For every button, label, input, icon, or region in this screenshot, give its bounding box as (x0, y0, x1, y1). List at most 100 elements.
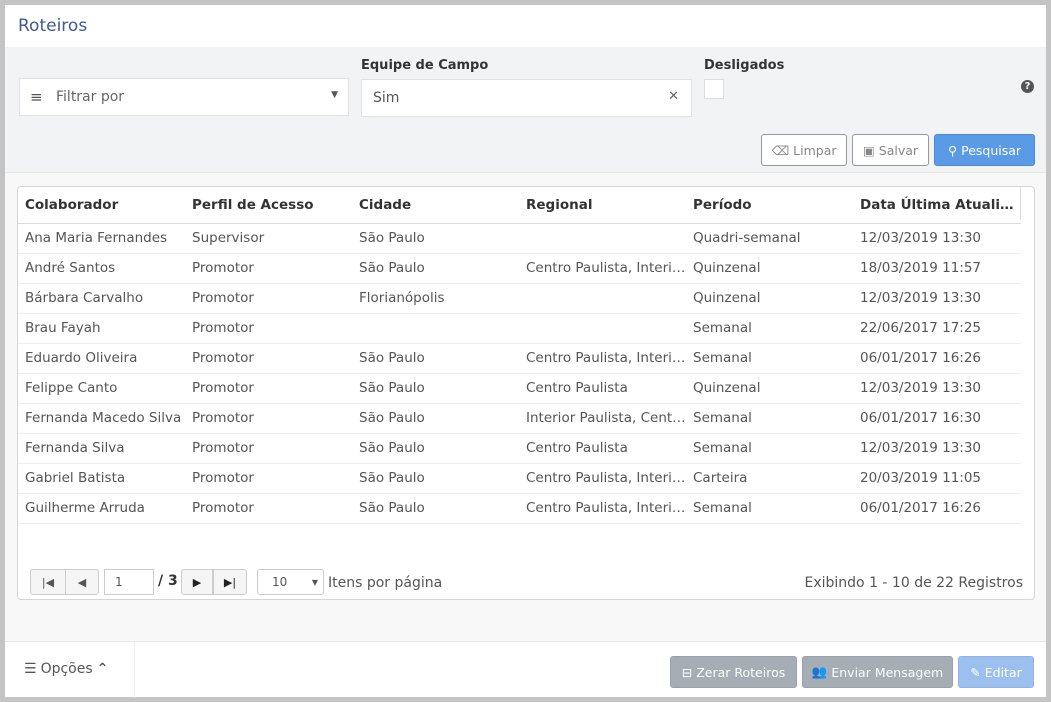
options-toggle[interactable]: ☰ Opções ⌃ (24, 661, 108, 677)
table-cell: Semanal (686, 403, 853, 434)
table-cell: Centro Paulista (519, 373, 686, 404)
equipe-value: Sim (373, 90, 400, 106)
page-total: / 3 (158, 573, 178, 589)
table-cell: Promotor (185, 433, 352, 464)
table-cell: Promotor (185, 373, 352, 404)
clear-label: Limpar (793, 142, 837, 158)
table-cell: 12/03/2019 13:30 (853, 223, 1021, 254)
results-table: Colaborador Perfil de Acesso Cidade Regiona… (18, 187, 1021, 524)
table-cell: Centro Paulista, Interior Paulista (519, 493, 686, 524)
records-summary: Exibindo 1 - 10 de 22 Registros (804, 575, 1024, 591)
table-cell: Semanal (686, 313, 853, 344)
list-icon: ☰ (24, 661, 37, 677)
table-header-row: Colaborador Perfil de Acesso Cidade Regiona… (18, 187, 1021, 224)
filter-panel: ≡ Filtrar por ▼ Equipe de Campo Sim ✕ De… (5, 47, 1046, 173)
equipe-label: Equipe de Campo (361, 58, 489, 73)
table-row[interactable]: Eduardo Oliveira Promotor São Paulo Centro … (18, 343, 1021, 374)
first-page-button[interactable]: |◀ (30, 569, 66, 595)
table-row[interactable]: Brau Fayah Promotor Semanal 22/06/2017 17:2… (18, 313, 1021, 344)
scrollbar-divider (1020, 187, 1021, 220)
column-header[interactable]: Data Última Atualiz... (853, 187, 1021, 224)
reset-routes-button[interactable]: ⊟ Zerar Roteiros (670, 656, 797, 688)
table-cell: Fernanda Silva (18, 433, 185, 464)
table-cell: Florianópolis (352, 283, 519, 314)
table-cell: Bárbara Carvalho (18, 283, 185, 314)
table-cell: Felippe Canto (18, 373, 185, 404)
table-cell: Promotor (185, 313, 352, 344)
search-button[interactable]: ⚲ Pesquisar (934, 134, 1035, 166)
table-cell: Eduardo Oliveira (18, 343, 185, 374)
filter-by-placeholder: Filtrar por (56, 89, 125, 105)
table-cell: 06/01/2017 16:26 (853, 343, 1021, 374)
table-cell (352, 313, 519, 344)
minus-square-icon: ⊟ (681, 664, 693, 680)
last-page-button[interactable]: ▶| (213, 569, 247, 595)
table-cell: Semanal (686, 433, 853, 464)
equipe-select[interactable]: Sim ✕ (361, 79, 692, 117)
table-row[interactable]: André Santos Promotor São Paulo Centro Paul… (18, 253, 1021, 284)
table-cell: 12/03/2019 13:30 (853, 283, 1021, 314)
table-cell: São Paulo (352, 223, 519, 254)
table-row[interactable]: Fernanda Silva Promotor São Paulo Centro Pa… (18, 433, 1021, 464)
table-cell (519, 313, 686, 344)
table-cell: André Santos (18, 253, 185, 284)
column-header[interactable]: Cidade (352, 187, 519, 224)
table-row[interactable]: Ana Maria Fernandes Supervisor São Paulo Qu… (18, 223, 1021, 254)
users-icon: 👥 (811, 664, 828, 679)
next-page-button[interactable]: ▶ (181, 569, 213, 595)
table-row[interactable]: Guilherme Arruda Promotor São Paulo Centro … (18, 493, 1021, 524)
filter-by-select[interactable]: ≡ Filtrar por ▼ (19, 78, 349, 116)
page: Roteiros ≡ Filtrar por ▼ Equipe de Campo… (5, 5, 1046, 698)
table-row[interactable]: Gabriel Batista Promotor São Paulo Centro P… (18, 463, 1021, 494)
chevron-down-icon: ▼ (331, 90, 338, 100)
table-cell: Promotor (185, 463, 352, 494)
save-button[interactable]: ▣ Salvar (852, 134, 929, 166)
table-cell: Quinzenal (686, 253, 853, 284)
table-cell: Quadri-semanal (686, 223, 853, 254)
table-cell: Promotor (185, 283, 352, 314)
table-cell: 06/01/2017 16:30 (853, 403, 1021, 434)
search-label: Pesquisar (961, 142, 1022, 158)
table-cell: São Paulo (352, 433, 519, 464)
page-title: Roteiros (18, 16, 88, 36)
send-label: Enviar Mensagem (831, 664, 944, 680)
help-icon[interactable]: ? (1021, 80, 1034, 93)
table-row[interactable]: Felippe Canto Promotor São Paulo Centro Pau… (18, 373, 1021, 404)
reset-label: Zerar Roteiros (696, 664, 786, 680)
edit-button[interactable]: ✎ Editar (958, 656, 1034, 688)
table-cell: Quinzenal (686, 283, 853, 314)
desligados-checkbox[interactable] (704, 79, 724, 99)
table-cell: São Paulo (352, 253, 519, 284)
table-row[interactable]: Bárbara Carvalho Promotor Florianópolis Qui… (18, 283, 1021, 314)
desligados-label: Desligados (704, 58, 785, 73)
results-table-card: Colaborador Perfil de Acesso Cidade Regiona… (17, 186, 1035, 600)
send-message-button[interactable]: 👥 Enviar Mensagem (802, 656, 953, 688)
per-page-label: Itens por página (328, 575, 443, 591)
table-cell: Centro Paulista, Interior Paulista (519, 463, 686, 494)
table-cell: São Paulo (352, 403, 519, 434)
table-cell: Promotor (185, 343, 352, 374)
table-cell (519, 283, 686, 314)
column-header[interactable]: Período (686, 187, 853, 224)
clear-button[interactable]: ⌫ Limpar (761, 134, 847, 166)
clear-icon[interactable]: ✕ (668, 89, 679, 104)
table-cell: Brau Fayah (18, 313, 185, 344)
column-header[interactable]: Regional (519, 187, 686, 224)
prev-page-button[interactable]: ◀ (65, 569, 99, 595)
table-cell: 06/01/2017 16:26 (853, 493, 1021, 524)
page-size-value: 10 (272, 575, 288, 589)
table-cell: 12/03/2019 13:30 (853, 433, 1021, 464)
table-cell: Semanal (686, 493, 853, 524)
save-label: Salvar (878, 142, 919, 158)
column-header[interactable]: Perfil de Acesso (185, 187, 352, 224)
table-cell: Promotor (185, 493, 352, 524)
page-input[interactable]: 1 (104, 569, 154, 595)
page-size-select[interactable]: 10 ▼ (257, 569, 324, 595)
edit-label: Editar (984, 664, 1022, 680)
table-cell: São Paulo (352, 463, 519, 494)
chevron-down-icon: ▼ (311, 577, 318, 587)
column-header[interactable]: Colaborador (18, 187, 185, 224)
filter-icon: ≡ (30, 88, 43, 106)
table-row[interactable]: Fernanda Macedo Silva Promotor São Paulo In… (18, 403, 1021, 434)
floppy-icon: ▣ (862, 142, 875, 158)
